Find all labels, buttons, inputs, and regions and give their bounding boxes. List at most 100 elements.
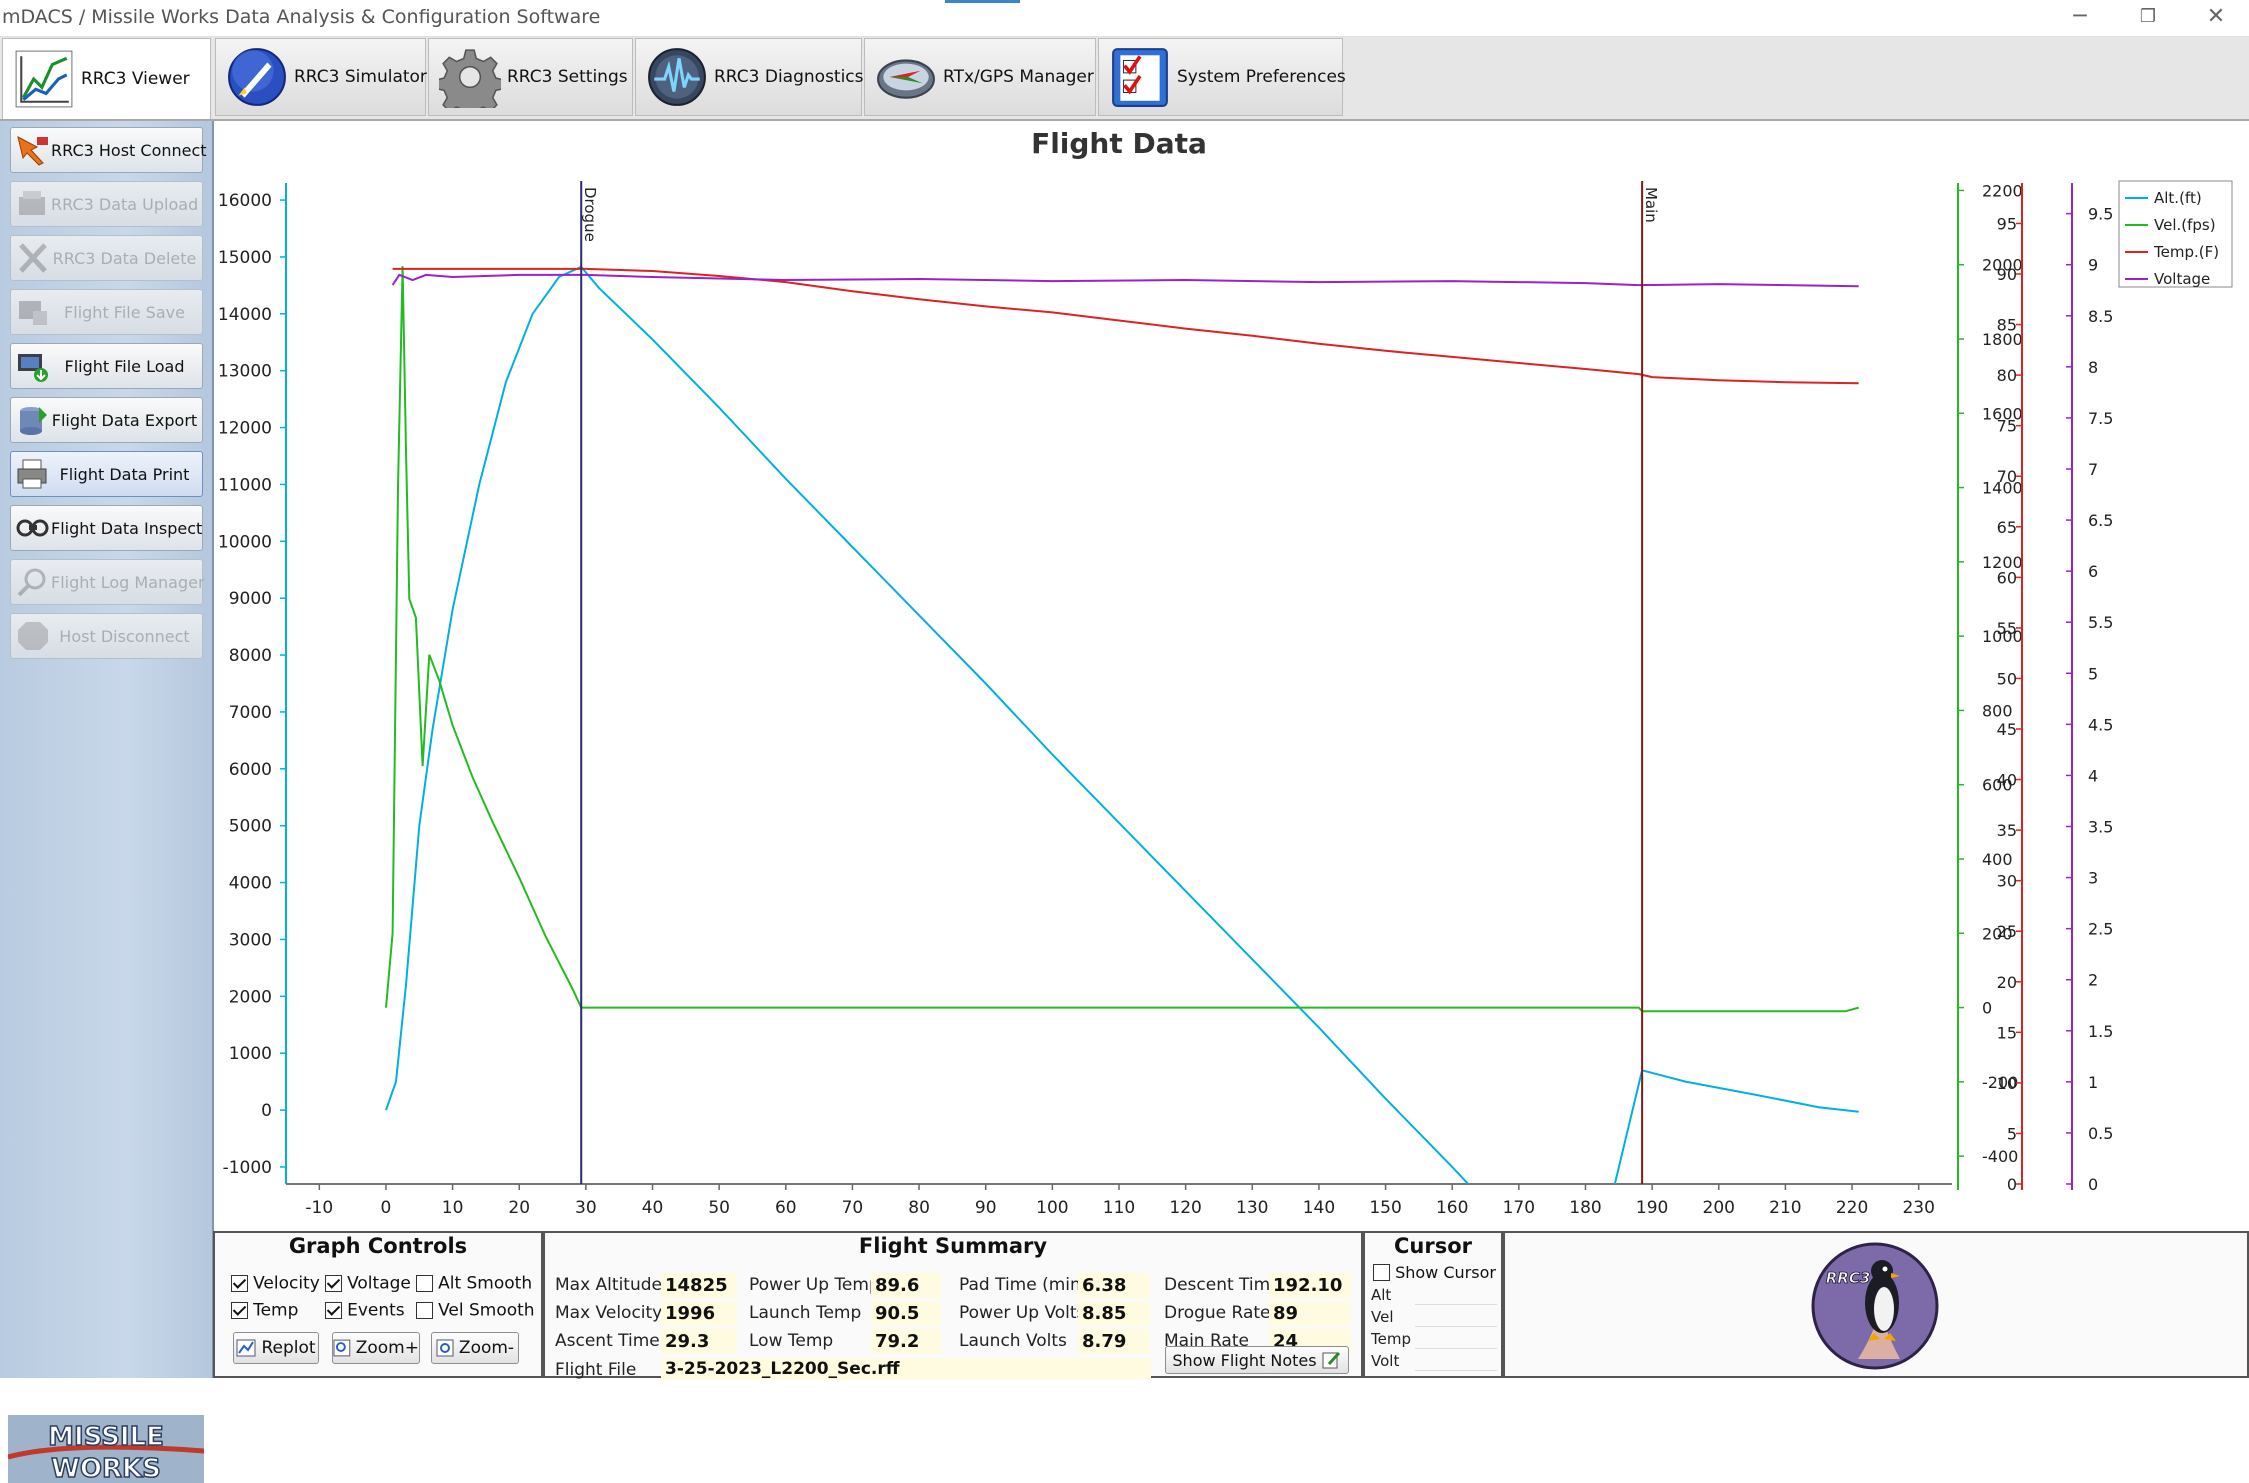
voltage-checkbox[interactable]: Voltage	[325, 1273, 411, 1294]
stop-icon	[18, 622, 48, 650]
tab-rrc3-diagnostics[interactable]: RRC3 Diagnostics	[635, 38, 864, 116]
altitude-tick-label: 0	[261, 1101, 272, 1121]
checkbox-box[interactable]	[1373, 1264, 1390, 1281]
tab-label: RRC3 Viewer	[81, 69, 190, 89]
velocity-tick-label: 200	[1982, 924, 2013, 943]
temperature-tick-label: 20	[1997, 973, 2017, 992]
save-icon	[19, 301, 47, 325]
altitude-tick-label: 12000	[218, 419, 272, 439]
time-tick-label: 40	[642, 1198, 664, 1218]
legend-entry: Voltage	[2154, 270, 2210, 288]
tab-system-preferences[interactable]: System Preferences	[1098, 38, 1346, 116]
power-up-volts-value: 8.85	[1078, 1301, 1150, 1326]
rrc3-data-upload-button[interactable]: RRC3 Data Upload	[10, 181, 203, 227]
tab-rrc3-simulator[interactable]: RRC3 Simulator	[215, 38, 427, 116]
rrc3-data-delete-button[interactable]: RRC3 Data Delete	[10, 235, 203, 281]
checkbox-box[interactable]	[416, 1275, 433, 1292]
minimize-button[interactable]: ─	[2073, 4, 2087, 29]
chart-icon	[15, 50, 73, 108]
max-velocity-value: 1996	[661, 1301, 737, 1326]
checkbox-box[interactable]	[231, 1302, 248, 1319]
replot-label: Replot	[261, 1338, 316, 1358]
voltage-tick-label: 9	[2088, 256, 2098, 275]
show-cursor-checkbox[interactable]: Show Cursor	[1373, 1262, 1496, 1282]
sidebar-item-label: Flight Data Export	[51, 410, 198, 430]
voltage-tick-label: 8	[2088, 358, 2098, 377]
time-tick-label: 60	[775, 1198, 797, 1218]
host-disconnect-button[interactable]: Host Disconnect	[10, 613, 203, 659]
flight-file-load-button[interactable]: Flight File Load	[10, 343, 203, 389]
show-flight-notes-button[interactable]: Show Flight Notes	[1165, 1346, 1349, 1374]
flight-log-manager-button[interactable]: Flight Log Manager	[10, 559, 205, 605]
replot-button[interactable]: Replot	[233, 1332, 319, 1364]
temperature-tick-label: 25	[1997, 922, 2017, 941]
time-tick-label: 170	[1503, 1198, 1535, 1218]
event-label: Drogue	[581, 187, 599, 242]
voltage-tick-label: 4	[2088, 766, 2098, 785]
flight-data-print-button[interactable]: Flight Data Print	[10, 451, 203, 497]
replot-icon	[236, 1339, 256, 1357]
voltage-tick-label: 6	[2088, 562, 2098, 581]
time-tick-label: 150	[1369, 1198, 1401, 1218]
svg-text:MISSILE: MISSILE	[48, 1422, 164, 1452]
altitude-tick-label: 14000	[218, 305, 272, 325]
vel-smooth-checkbox[interactable]: Vel Smooth	[416, 1300, 535, 1321]
cursor-alt-value	[1415, 1304, 1497, 1305]
flight-file-save-button[interactable]: Flight File Save	[10, 289, 203, 335]
velocity-checkbox[interactable]: Velocity	[231, 1273, 320, 1294]
chart-legend: Alt.(ft) Vel.(fps) Temp.(F) Voltage	[2118, 180, 2233, 288]
launch-temp-value: 90.5	[871, 1301, 941, 1326]
altitude-tick-label: 5000	[229, 817, 272, 837]
tab-rtx-gps-manager[interactable]: RTx/GPS Manager	[864, 38, 1096, 116]
rrc3-host-connect-button[interactable]: RRC3 Host Connect	[10, 127, 207, 173]
event-label: Main	[1642, 187, 1660, 223]
badge-text: RRC3	[1826, 1269, 1871, 1287]
checkbox-box[interactable]	[325, 1275, 342, 1292]
export-icon	[20, 407, 47, 435]
zoom-out-button[interactable]: Zoom-	[431, 1332, 519, 1364]
tab-label: RRC3 Settings	[507, 67, 628, 87]
print-icon	[17, 459, 47, 489]
tab-rrc3-settings[interactable]: RRC3 Settings	[428, 38, 633, 116]
temperature-tick-label: 85	[1997, 316, 2017, 335]
checkbox-label: Velocity	[253, 1273, 320, 1294]
time-tick-label: 140	[1303, 1198, 1335, 1218]
voltage-tick-label: 7	[2088, 460, 2098, 479]
sidebar-item-label: Flight Data Inspect	[51, 518, 203, 538]
low-temp-label: Low Temp	[749, 1331, 834, 1351]
tab-label: RRC3 Diagnostics	[714, 67, 864, 87]
temperature-tick-label: 5	[2007, 1124, 2017, 1143]
flight-file-label: Flight File	[555, 1360, 637, 1380]
cursor-vel-value	[1415, 1326, 1497, 1327]
flight-summary-title: Flight Summary	[858, 1234, 1048, 1258]
sidebar-item-label: RRC3 Data Delete	[52, 248, 197, 268]
load-icon	[18, 354, 48, 382]
time-tick-label: 50	[708, 1198, 730, 1218]
checkbox-label: Voltage	[347, 1273, 411, 1294]
alt-smooth-checkbox[interactable]: Alt Smooth	[416, 1273, 532, 1294]
checkbox-box[interactable]	[231, 1275, 248, 1292]
waveform-icon	[648, 48, 706, 106]
zoom-in-button[interactable]: Zoom+	[332, 1332, 420, 1364]
descent-time-label: Descent Time	[1164, 1275, 1281, 1295]
tab-label: RRC3 Simulator	[294, 67, 427, 87]
flight-data-export-button[interactable]: Flight Data Export	[10, 397, 203, 443]
flight-data-inspect-button[interactable]: Flight Data Inspect	[10, 505, 203, 551]
time-tick-label: 70	[842, 1198, 864, 1218]
checkbox-box[interactable]	[416, 1302, 433, 1319]
temperature-tick-label: 90	[1997, 265, 2017, 284]
voltage-tick-label: 2.5	[2088, 920, 2113, 939]
restore-button[interactable]: ❐	[2139, 6, 2157, 27]
checkbox-box[interactable]	[325, 1302, 342, 1319]
time-tick-label: 120	[1169, 1198, 1201, 1218]
events-checkbox[interactable]: Events	[325, 1300, 405, 1321]
log-icon	[17, 568, 46, 597]
temp-checkbox[interactable]: Temp	[231, 1300, 298, 1321]
altitude-tick-label: 4000	[229, 874, 272, 894]
velocity-tick-label: 2000	[1982, 256, 2023, 275]
tab-rrc3-viewer[interactable]: RRC3 Viewer	[2, 38, 211, 119]
pad-time-value: 6.38	[1078, 1273, 1150, 1298]
close-button[interactable]: ✕	[2206, 4, 2226, 29]
altitude-tick-label: 15000	[218, 248, 272, 268]
cursor-volt-label: Volt	[1371, 1352, 1400, 1370]
